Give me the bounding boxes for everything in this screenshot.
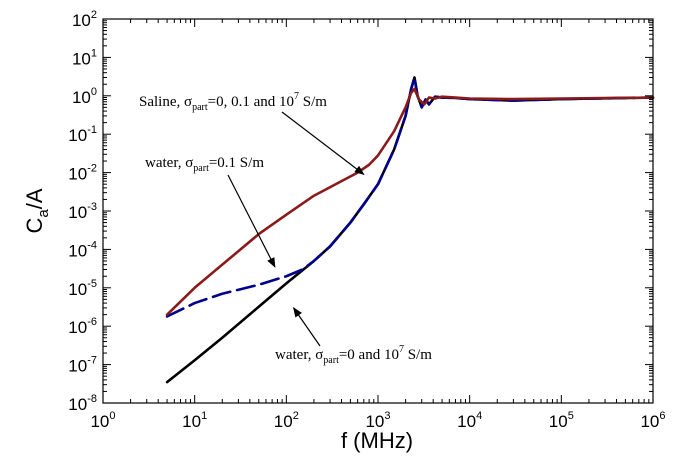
y-tick-label: 10-1 (68, 124, 97, 145)
annotation-layer: Saline, σpart=0, 0.1 and 107 S/m water, … (139, 91, 432, 366)
annotation-arrow-water-0-1e7 (293, 307, 321, 347)
x-tick-label: 102 (274, 410, 299, 431)
y-tick-label: 100 (72, 86, 97, 107)
y-tick-label: 10-3 (68, 201, 97, 222)
annotation-arrow-water-0.1 (227, 174, 276, 268)
x-tick-label: 101 (182, 410, 207, 431)
x-axis-title: f (MHz) (341, 428, 413, 453)
annotation-arrow-saline (281, 111, 365, 175)
x-tick-label: 106 (640, 410, 665, 431)
annotation-water-0-1e7: water, σpart=0 and 107 S/m (275, 344, 432, 366)
y-tick-label: 102 (72, 9, 97, 30)
y-tick-label: 10-6 (68, 316, 97, 337)
series-line-water-0.1 (165, 76, 655, 318)
y-tick-label: 101 (72, 47, 97, 68)
y-tick-label: 10-5 (68, 278, 97, 299)
y-tick-label: 10-7 (68, 355, 97, 376)
x-tick-labels: 100 101 102 103 104 105 106 (90, 410, 665, 431)
y-axis-title: Ca/A (22, 188, 52, 233)
y-tick-label: 10-2 (68, 163, 97, 184)
annotation-saline: Saline, σpart=0, 0.1 and 107 S/m (139, 91, 327, 113)
plot-frame (102, 18, 654, 404)
y-tick-label: 10-4 (68, 239, 97, 260)
series-layer (165, 76, 655, 384)
y-tick-labels: 10-8 10-7 10-6 10-5 10-4 10-3 10-2 10-1 100 101 10… (68, 9, 97, 414)
x-tick-label: 103 (365, 410, 390, 431)
x-tick-label: 105 (549, 410, 574, 431)
y-tick-label: 10-8 (68, 393, 97, 414)
ticks-layer (102, 18, 654, 404)
x-tick-label: 100 (90, 410, 115, 431)
series-line-saline (165, 87, 655, 316)
annotation-water-0.1: water, σpart=0.1 S/m (145, 155, 264, 174)
series-line-water-0-1e7 (165, 76, 655, 384)
x-tick-label: 104 (457, 410, 482, 431)
